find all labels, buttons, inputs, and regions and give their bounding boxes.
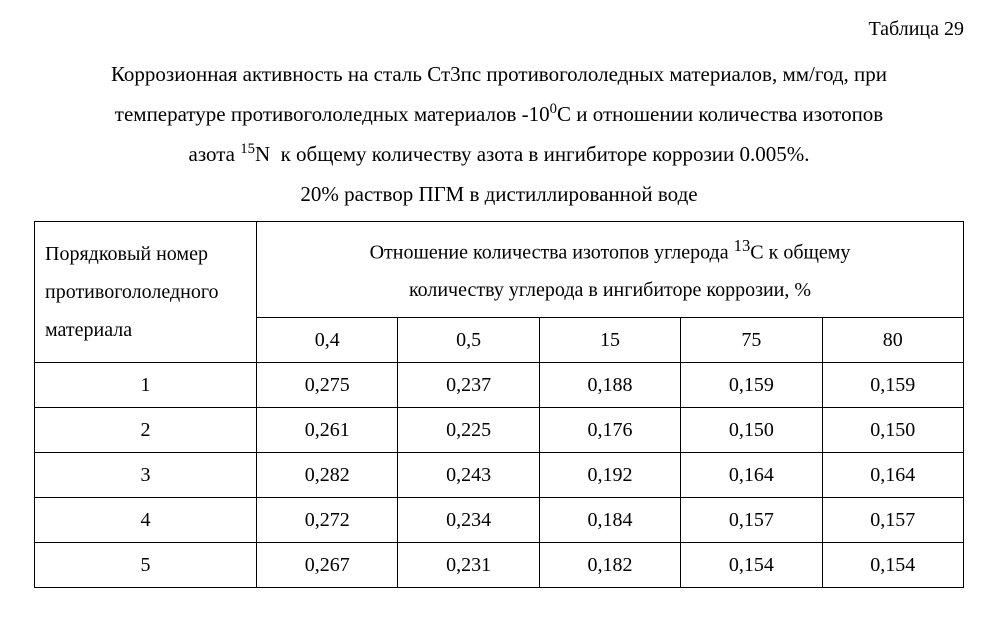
table-header: Порядковый номерпротивогололедногоматери… bbox=[35, 221, 964, 363]
row-header-cell: Порядковый номерпротивогололедногоматери… bbox=[35, 221, 257, 363]
table-row: 40,2720,2340,1840,1570,157 bbox=[35, 498, 964, 543]
table-caption: Коррозионная активность на сталь Ст3пс п… bbox=[34, 55, 964, 215]
value-cell: 0,150 bbox=[822, 408, 963, 453]
table-row: 30,2820,2430,1920,1640,164 bbox=[35, 453, 964, 498]
value-cell: 0,192 bbox=[539, 453, 680, 498]
column-header: 80 bbox=[822, 318, 963, 363]
value-cell: 0,231 bbox=[398, 543, 539, 588]
column-header: 0,4 bbox=[257, 318, 398, 363]
row-number-cell: 1 bbox=[35, 363, 257, 408]
value-cell: 0,157 bbox=[822, 498, 963, 543]
value-cell: 0,164 bbox=[822, 453, 963, 498]
value-cell: 0,243 bbox=[398, 453, 539, 498]
table-row: 50,2670,2310,1820,1540,154 bbox=[35, 543, 964, 588]
value-cell: 0,159 bbox=[822, 363, 963, 408]
document-page: Таблица 29 Коррозионная активность на ст… bbox=[0, 0, 998, 616]
value-cell: 0,282 bbox=[257, 453, 398, 498]
value-cell: 0,261 bbox=[257, 408, 398, 453]
value-cell: 0,184 bbox=[539, 498, 680, 543]
value-cell: 0,176 bbox=[539, 408, 680, 453]
table-number-label: Таблица 29 bbox=[34, 18, 964, 41]
value-cell: 0,275 bbox=[257, 363, 398, 408]
column-header: 75 bbox=[681, 318, 822, 363]
value-cell: 0,225 bbox=[398, 408, 539, 453]
table-row: 10,2750,2370,1880,1590,159 bbox=[35, 363, 964, 408]
value-cell: 0,188 bbox=[539, 363, 680, 408]
corrosion-activity-table: Порядковый номерпротивогололедногоматери… bbox=[34, 221, 964, 589]
row-number-cell: 3 bbox=[35, 453, 257, 498]
value-cell: 0,272 bbox=[257, 498, 398, 543]
column-header: 15 bbox=[539, 318, 680, 363]
value-cell: 0,150 bbox=[681, 408, 822, 453]
value-cell: 0,267 bbox=[257, 543, 398, 588]
value-cell: 0,157 bbox=[681, 498, 822, 543]
column-header: 0,5 bbox=[398, 318, 539, 363]
value-cell: 0,164 bbox=[681, 453, 822, 498]
row-number-cell: 2 bbox=[35, 408, 257, 453]
value-cell: 0,237 bbox=[398, 363, 539, 408]
value-cell: 0,234 bbox=[398, 498, 539, 543]
value-cell: 0,182 bbox=[539, 543, 680, 588]
table-row: 20,2610,2250,1760,1500,150 bbox=[35, 408, 964, 453]
column-group-header: Отношение количества изотопов углерода 1… bbox=[257, 221, 964, 318]
value-cell: 0,154 bbox=[822, 543, 963, 588]
row-number-cell: 5 bbox=[35, 543, 257, 588]
row-number-cell: 4 bbox=[35, 498, 257, 543]
value-cell: 0,154 bbox=[681, 543, 822, 588]
table-body: 10,2750,2370,1880,1590,15920,2610,2250,1… bbox=[35, 363, 964, 588]
value-cell: 0,159 bbox=[681, 363, 822, 408]
